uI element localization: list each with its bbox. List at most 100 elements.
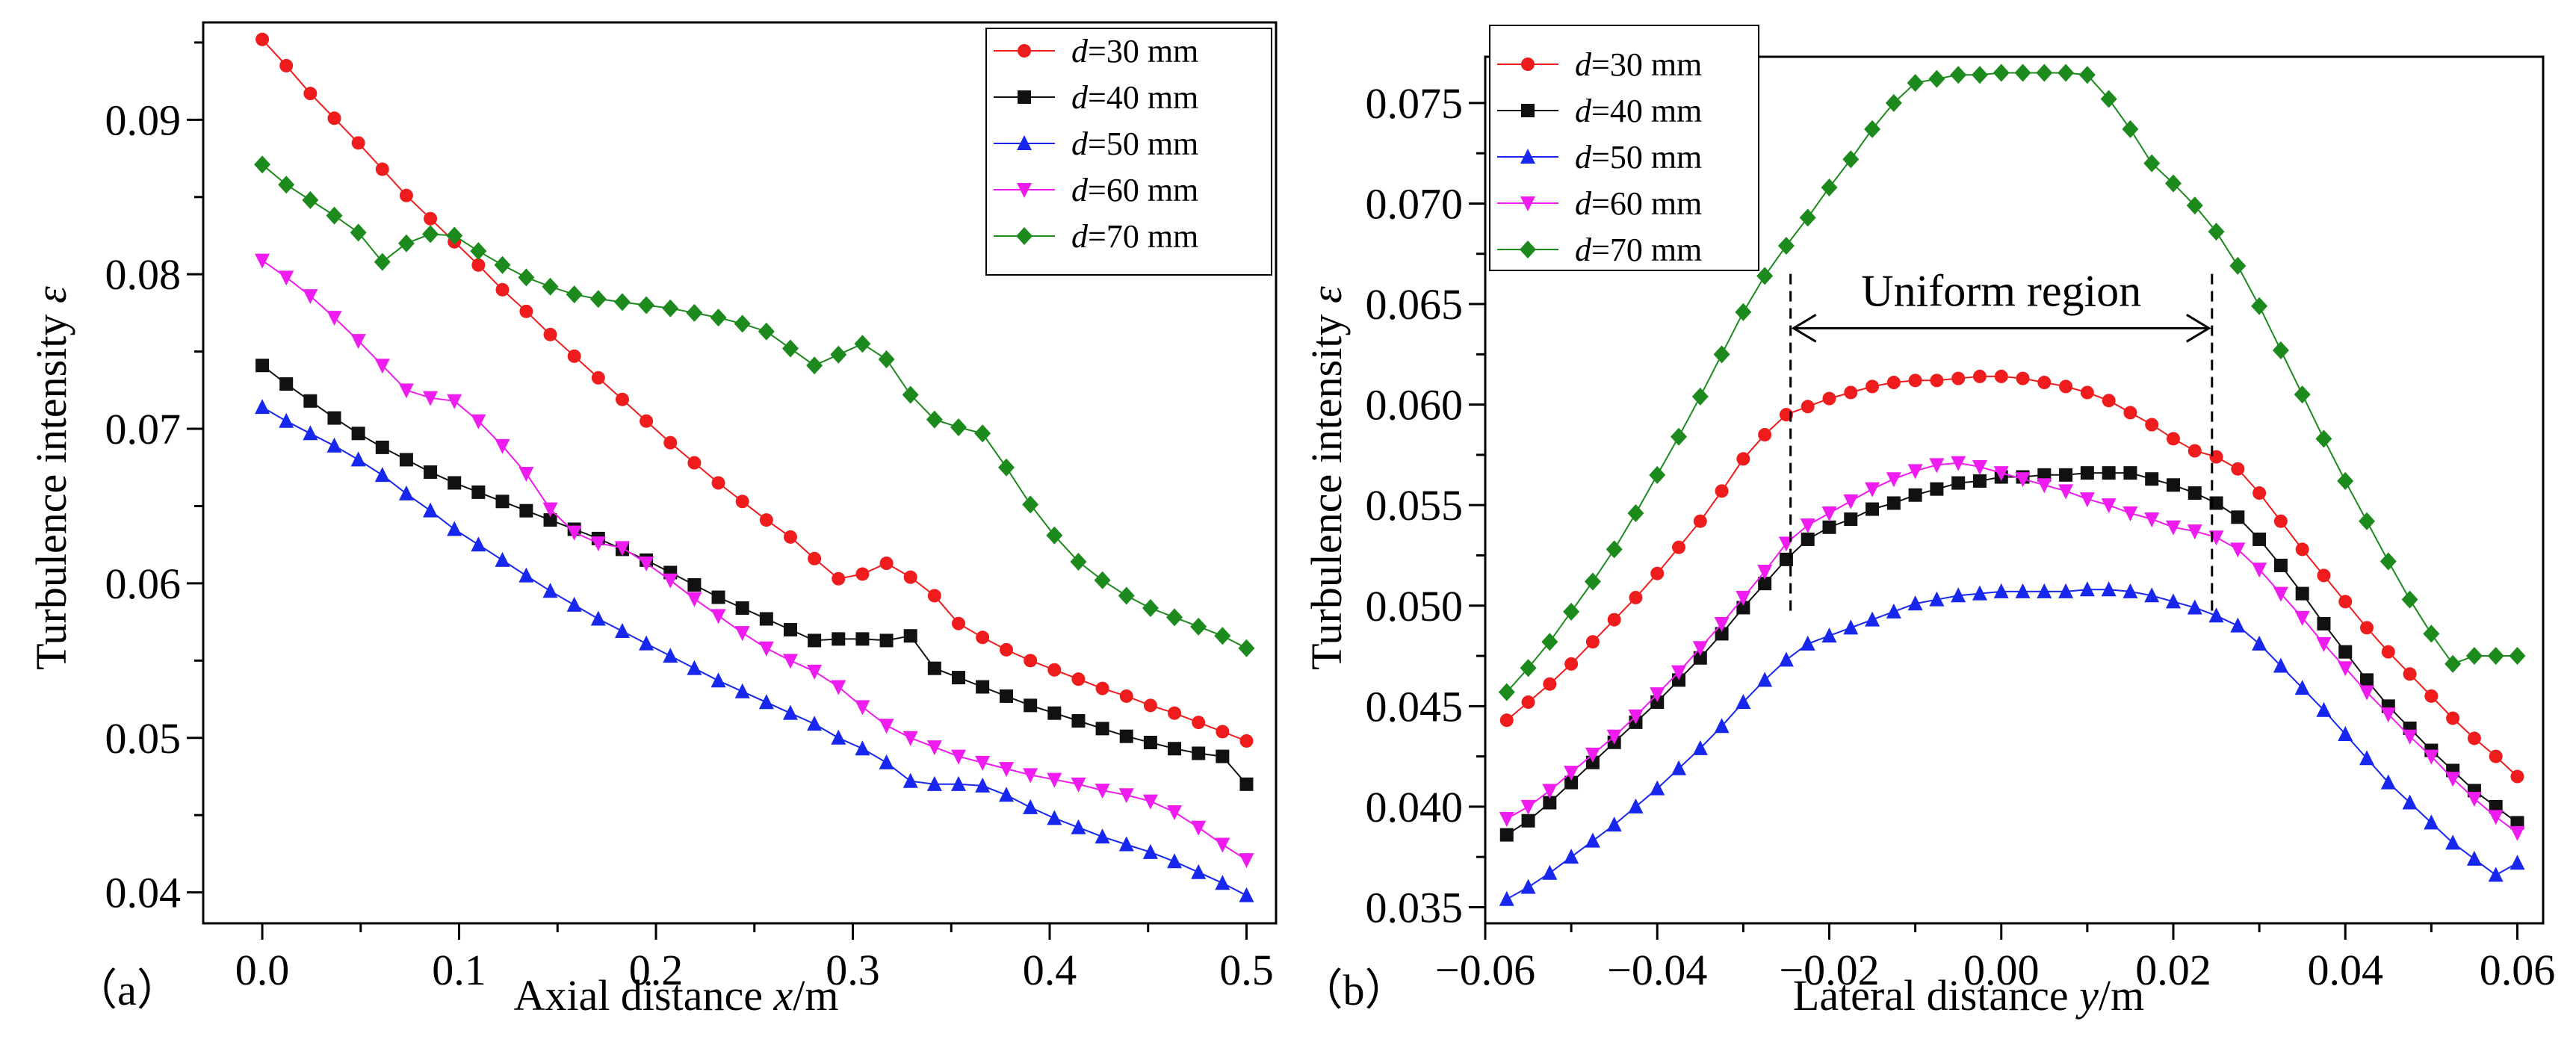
legend-box — [985, 28, 1272, 276]
data-point — [1143, 735, 1157, 749]
data-point — [1606, 729, 1622, 745]
data-point — [2488, 867, 2504, 882]
data-point — [399, 453, 413, 467]
data-point — [279, 412, 294, 428]
data-point — [542, 583, 558, 598]
data-point — [2402, 729, 2418, 745]
data-point — [2188, 444, 2202, 458]
data-point — [566, 525, 582, 541]
data-point — [1167, 805, 1183, 821]
y-tick-label: 0.06 — [105, 560, 182, 608]
data-point — [278, 176, 295, 194]
y-tick-label: 0.055 — [1366, 481, 1464, 530]
data-point — [518, 268, 535, 287]
data-point — [254, 155, 271, 174]
data-point — [2446, 711, 2460, 725]
data-point — [2273, 657, 2288, 673]
series-line — [1506, 72, 2518, 693]
data-point — [2424, 814, 2439, 830]
data-point — [279, 58, 294, 72]
legend-label: d=70 mm — [1575, 232, 1702, 268]
data-point — [614, 623, 630, 639]
data-point — [2100, 90, 2117, 108]
data-point — [2014, 63, 2031, 82]
series-60mm — [255, 253, 1254, 869]
data-point — [2080, 385, 2094, 400]
data-point — [374, 252, 391, 271]
data-point — [1800, 518, 1815, 534]
data-point — [1692, 641, 1708, 657]
data-point — [1627, 503, 1644, 522]
data-point — [2510, 825, 2525, 841]
data-point — [1993, 583, 2009, 598]
data-point — [1736, 601, 1750, 615]
data-point — [1951, 456, 1966, 471]
legend-marker — [1017, 135, 1032, 150]
data-point — [782, 704, 798, 720]
data-point — [975, 777, 991, 793]
data-point — [2123, 406, 2137, 420]
data-point — [2145, 418, 2159, 432]
data-point — [519, 304, 533, 318]
data-point — [1214, 627, 1231, 645]
data-point — [2229, 256, 2247, 275]
data-point — [1844, 512, 1858, 527]
data-point — [1543, 677, 1557, 691]
data-point — [543, 327, 557, 341]
legend-label: d=60 mm — [1071, 172, 1198, 208]
data-point — [2294, 680, 2310, 695]
data-point — [734, 314, 751, 333]
data-point — [2251, 297, 2268, 315]
data-point — [2231, 462, 2245, 476]
data-point — [2465, 647, 2483, 666]
data-point — [1994, 369, 2008, 383]
legend-label-var: d — [1071, 218, 1089, 255]
data-point — [1563, 602, 1580, 621]
data-point — [1693, 514, 1707, 528]
data-point — [399, 188, 413, 202]
data-point — [902, 731, 918, 746]
data-point — [279, 377, 294, 391]
data-point — [1499, 812, 1514, 828]
legend-label-var: d — [1071, 125, 1089, 162]
data-point — [1799, 208, 1816, 227]
series-70mm — [1498, 63, 2526, 701]
data-point — [1865, 611, 1880, 627]
data-point — [640, 414, 654, 428]
legend-label-var: d — [1071, 172, 1089, 208]
data-point — [926, 410, 943, 429]
data-point — [1951, 476, 1966, 490]
data-point — [1047, 663, 1062, 677]
data-point — [2102, 466, 2116, 480]
data-point — [663, 648, 678, 663]
data-point — [1118, 836, 1134, 852]
data-point — [446, 226, 463, 245]
data-point — [326, 437, 342, 453]
data-point — [1585, 635, 1600, 649]
data-point — [2488, 810, 2504, 825]
data-point — [758, 641, 774, 657]
data-point — [1192, 716, 1206, 730]
data-point — [2272, 341, 2289, 359]
data-point — [1606, 816, 1622, 832]
legend: d=30 mmd=40 mmd=50 mmd=60 mmd=70 mm — [985, 28, 1272, 276]
data-point — [326, 311, 342, 326]
data-point — [2316, 636, 2332, 652]
legend-label: d=50 mm — [1071, 125, 1198, 162]
y-tick-label: 0.05 — [105, 714, 182, 763]
data-point — [1649, 465, 1666, 484]
data-point — [807, 664, 823, 680]
data-point — [1736, 590, 1751, 606]
data-point — [2294, 610, 2310, 626]
data-point — [2510, 855, 2525, 870]
data-point — [2080, 466, 2094, 480]
data-point — [1929, 591, 1945, 607]
data-point — [711, 476, 725, 490]
data-point — [2102, 394, 2116, 408]
data-point — [2510, 769, 2524, 784]
data-point — [2231, 510, 2245, 524]
data-point — [2423, 624, 2440, 643]
data-point — [2338, 726, 2353, 742]
data-point — [2123, 466, 2137, 480]
data-point — [2466, 792, 2482, 808]
